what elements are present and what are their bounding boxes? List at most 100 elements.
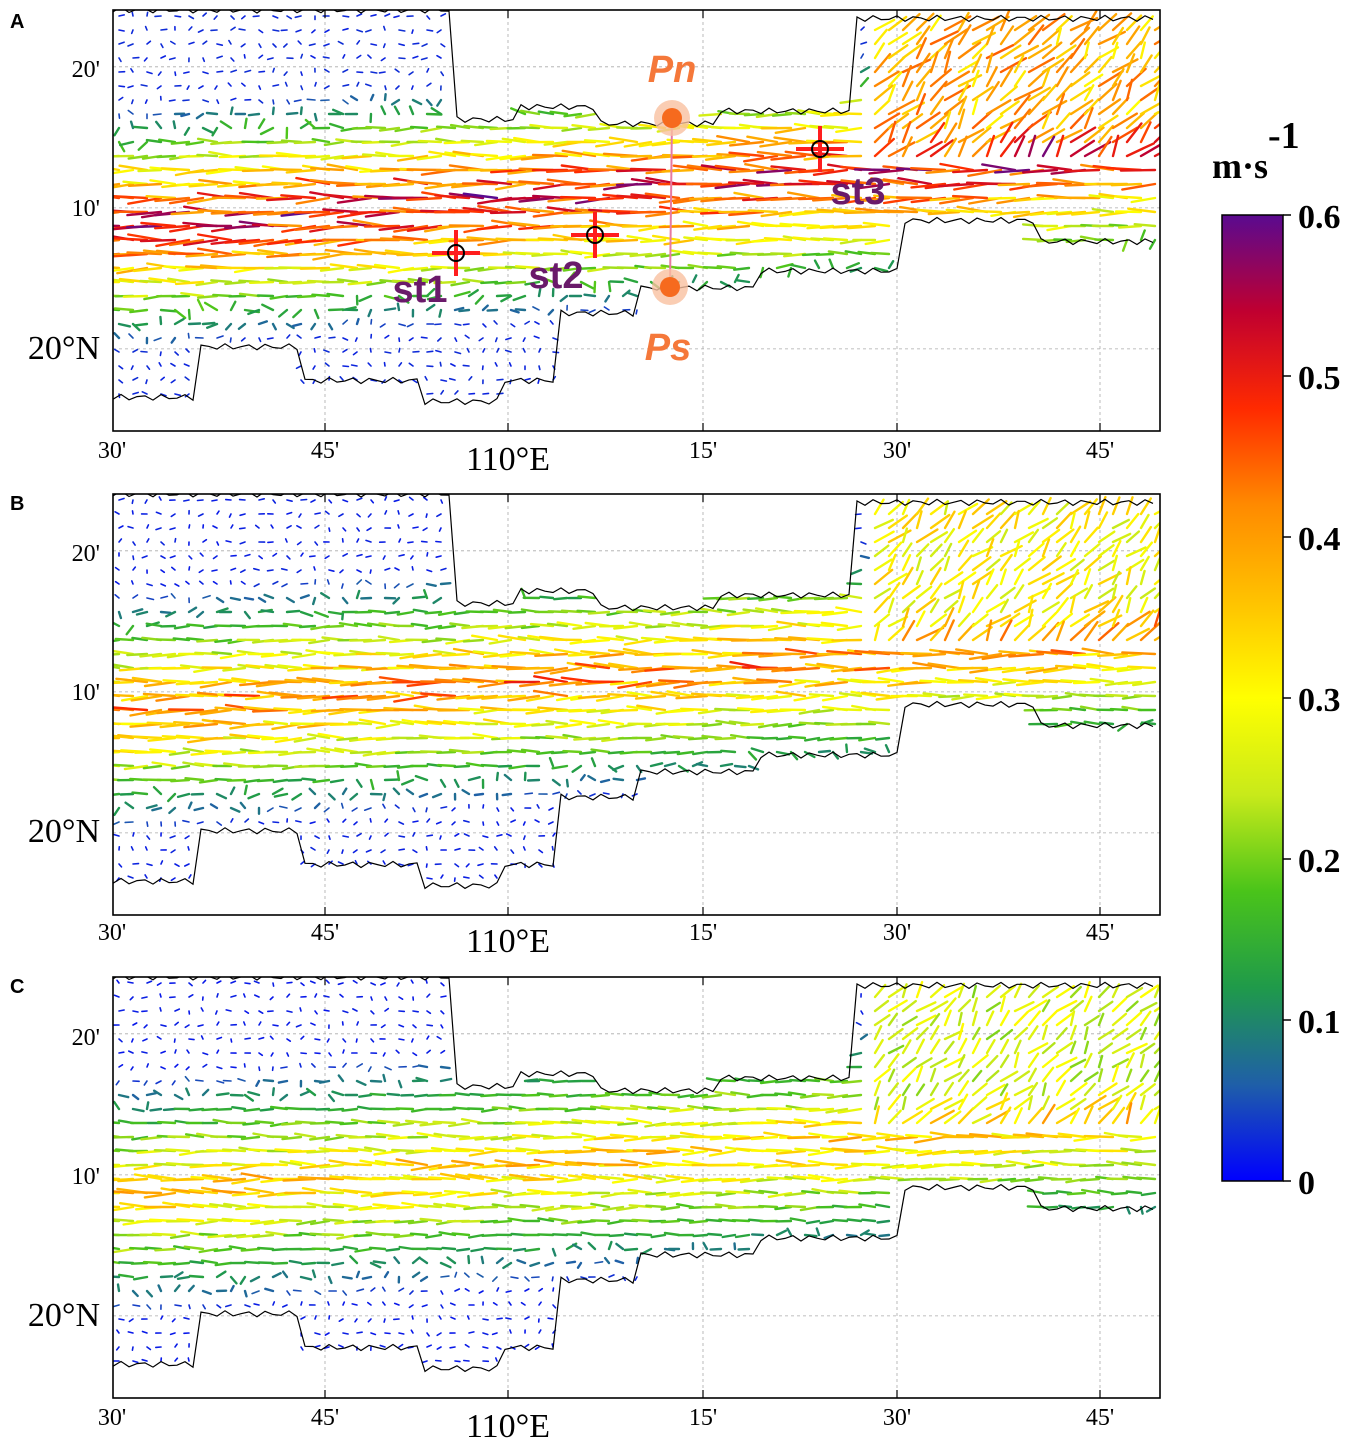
- vector-arrow: [184, 835, 190, 840]
- vector-arrow: [444, 151, 471, 158]
- vector-arrow: [860, 541, 867, 545]
- vector-arrow: [943, 97, 967, 116]
- vector-arrow: [410, 1329, 414, 1334]
- vector-arrow: [324, 555, 330, 560]
- vector-arrow: [756, 150, 793, 158]
- vector-arrow: [216, 541, 220, 546]
- vector-arrow: [615, 182, 653, 187]
- vector-arrow: [501, 792, 513, 797]
- vector-arrow: [221, 1148, 247, 1153]
- vector-arrow: [355, 1038, 358, 1043]
- vector-arrow: [643, 1174, 667, 1181]
- panel-c-y-tick-1: 10': [72, 1164, 100, 1190]
- vector-arrow: [252, 15, 260, 18]
- vector-arrow: [520, 1301, 526, 1306]
- vector-arrow: [373, 263, 401, 270]
- vector-arrow: [326, 818, 330, 823]
- vector-arrow: [577, 694, 611, 699]
- vector-arrow: [197, 29, 204, 33]
- vector-arrow: [148, 277, 177, 284]
- vector-arrow: [999, 568, 1007, 586]
- vector-arrow: [1127, 207, 1157, 214]
- vector-arrow: [412, 807, 416, 813]
- vector-arrow: [971, 1010, 978, 1027]
- vector-arrow: [225, 540, 232, 543]
- vector-arrow: [380, 105, 387, 116]
- vector-arrow: [661, 168, 695, 173]
- vector-arrow: [943, 1110, 962, 1125]
- vector-arrow: [436, 1332, 442, 1337]
- vector-arrow: [293, 210, 331, 214]
- vector-arrow: [1129, 1135, 1157, 1142]
- vector-arrow: [929, 30, 959, 46]
- panel-b-x-tick-0: 30': [98, 920, 126, 946]
- vector-arrow: [224, 280, 247, 286]
- panel-a-x-tick-2: 110°E: [466, 441, 550, 478]
- panel-b-x-tick-3: 15': [689, 920, 717, 946]
- vector-arrow: [244, 1037, 251, 1040]
- vector-arrow: [226, 778, 247, 782]
- vector-arrow: [216, 1036, 223, 1040]
- vector-arrow: [793, 1118, 821, 1125]
- vector-arrow: [202, 979, 207, 984]
- vector-arrow: [243, 1063, 246, 1068]
- vector-arrow: [367, 609, 387, 614]
- vector-arrow: [887, 99, 916, 116]
- vector-arrow: [854, 182, 891, 190]
- vector-arrow: [284, 81, 288, 87]
- vector-arrow: [451, 1232, 471, 1237]
- vector-arrow: [113, 1205, 135, 1212]
- vector-arrow: [491, 1276, 498, 1282]
- vector-arrow: [113, 638, 121, 643]
- vector-arrow: [267, 223, 303, 228]
- vector-arrow: [758, 1204, 779, 1209]
- vector-arrow: [353, 622, 373, 628]
- vector-arrow: [999, 995, 1006, 1013]
- vector-arrow: [280, 694, 317, 699]
- vector-arrow: [519, 1203, 541, 1209]
- vector-arrow: [113, 649, 135, 656]
- vector-arrow: [537, 110, 555, 116]
- vector-arrow: [216, 182, 247, 188]
- vector-arrow: [943, 985, 965, 999]
- vector-arrow: [915, 92, 927, 116]
- vector-arrow: [146, 1346, 152, 1351]
- vector-arrow: [580, 1276, 588, 1280]
- vector-arrow: [1041, 41, 1063, 60]
- vector-arrow: [382, 792, 387, 802]
- vector-arrow: [229, 1284, 235, 1293]
- vector-arrow: [170, 778, 191, 783]
- vector-arrow: [859, 76, 870, 88]
- vector-arrow: [113, 763, 135, 768]
- vector-arrow: [957, 95, 968, 116]
- vector-arrow: [202, 99, 210, 103]
- vector-arrow: [294, 820, 302, 823]
- vector-arrow: [957, 580, 965, 600]
- vector-arrow: [142, 692, 177, 698]
- vector-arrow: [272, 1024, 279, 1027]
- vector-arrow: [1097, 1042, 1114, 1055]
- vector-arrow: [322, 180, 359, 186]
- vector-arrow: [249, 1275, 261, 1283]
- vector-arrow: [887, 1082, 899, 1097]
- panel-c-south-coastline: [113, 1183, 1154, 1373]
- vector-arrow: [814, 680, 849, 687]
- vector-arrow: [691, 154, 723, 158]
- vector-arrow: [131, 1346, 134, 1351]
- vector-arrow: [559, 195, 597, 200]
- vector-arrow: [354, 1318, 358, 1323]
- vector-arrow: [299, 1275, 313, 1281]
- vector-arrow: [388, 1175, 415, 1181]
- vector-arrow: [804, 663, 835, 670]
- vector-arrow: [406, 180, 443, 186]
- vector-arrow: [261, 736, 289, 741]
- vector-arrow: [337, 861, 344, 865]
- vector-arrow: [612, 764, 625, 771]
- vector-arrow: [494, 874, 498, 879]
- vector-arrow: [919, 679, 947, 684]
- vector-arrow: [593, 280, 597, 294]
- vector-arrow: [365, 555, 372, 558]
- vector-arrow: [139, 238, 177, 243]
- vector-arrow: [151, 652, 177, 658]
- vector-arrow: [519, 109, 541, 116]
